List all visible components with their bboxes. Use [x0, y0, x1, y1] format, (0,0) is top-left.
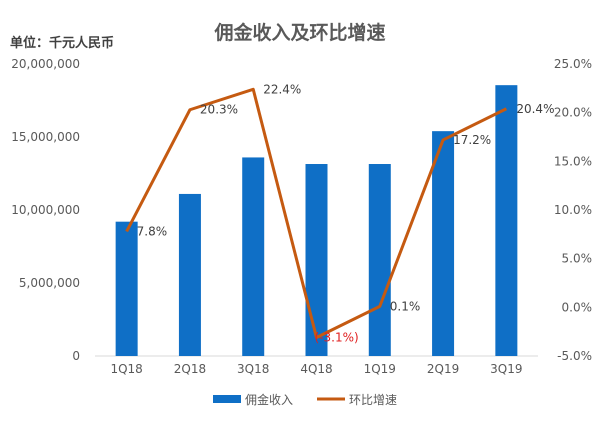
x-tick-label: 1Q19 — [364, 362, 396, 376]
chart-title: 佣金收入及环比增速 — [214, 22, 386, 44]
right-tick-label: 25.0% — [554, 57, 592, 71]
bar — [432, 131, 455, 356]
left-tick-label: 0 — [72, 349, 80, 363]
legend-bar-label: 佣金收入 — [245, 392, 293, 407]
bar — [115, 221, 138, 356]
data-label: 22.4% — [263, 82, 301, 96]
right-tick-label: 10.0% — [554, 203, 592, 217]
legend-bar-swatch — [213, 395, 241, 403]
data-label: (-3.1%) — [315, 331, 359, 345]
bar — [495, 85, 518, 357]
x-tick-label: 3Q19 — [490, 362, 522, 376]
left-tick-label: 15,000,000 — [11, 130, 80, 144]
right-tick-label: -5.0% — [557, 349, 592, 363]
bar — [305, 164, 328, 356]
x-tick-label: 2Q18 — [174, 362, 206, 376]
x-tick-label: 2Q19 — [427, 362, 459, 376]
right-tick-label: 0.0% — [562, 300, 593, 314]
right-tick-label: 20.0% — [554, 106, 592, 120]
bar — [242, 157, 265, 356]
left-tick-label: 5,000,000 — [19, 276, 80, 290]
data-label: 20.4% — [516, 102, 554, 116]
growth-line — [125, 87, 508, 340]
x-tick-label: 4Q18 — [300, 362, 332, 376]
left-tick-label: 20,000,000 — [11, 57, 80, 71]
x-tick-label: 3Q18 — [237, 362, 269, 376]
data-label: 17.2% — [453, 133, 491, 147]
right-tick-label: 5.0% — [562, 252, 593, 266]
legend-line-label: 环比增速 — [349, 393, 397, 407]
data-label: 0.1% — [390, 299, 421, 313]
bar — [368, 164, 391, 356]
data-label: 7.8% — [137, 224, 168, 238]
unit-label: 单位：千元人民币 — [10, 36, 115, 51]
left-tick-label: 10,000,000 — [11, 203, 80, 217]
bar — [178, 193, 201, 356]
x-tick-label: 1Q18 — [110, 362, 142, 376]
data-label: 20.3% — [200, 103, 238, 117]
right-tick-label: 15.0% — [554, 154, 592, 168]
